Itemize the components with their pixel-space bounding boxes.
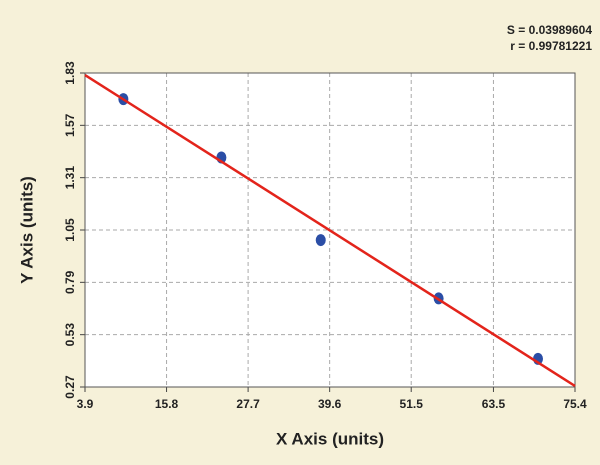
y-tick-label: 1.83 — [63, 61, 77, 85]
y-tick-label: 0.27 — [63, 375, 77, 399]
x-tick-label: 63.5 — [482, 397, 506, 411]
x-tick-label: 75.4 — [563, 397, 587, 411]
y-tick-label: 1.05 — [63, 218, 77, 242]
y-axis-label: Y Axis (units) — [17, 176, 36, 284]
data-point — [315, 234, 326, 247]
fit-line — [84, 73, 576, 388]
y-tick-label: 0.53 — [63, 323, 77, 347]
plot-border — [84, 72, 576, 388]
x-tick-label: 15.8 — [155, 397, 179, 411]
x-tick-label: 51.5 — [400, 397, 424, 411]
annotation: S = 0.03989604 — [507, 23, 592, 37]
y-tick-label: 1.57 — [63, 113, 77, 137]
y-tick-label: 1.31 — [63, 166, 77, 190]
annotation: r = 0.99781221 — [510, 39, 592, 53]
x-axis-label: X Axis (units) — [276, 429, 384, 448]
y-tick-label: 0.79 — [63, 270, 77, 294]
x-tick-label: 39.6 — [318, 397, 342, 411]
x-tick-label: 27.7 — [236, 397, 260, 411]
x-tick-label: 3.9 — [77, 397, 94, 411]
